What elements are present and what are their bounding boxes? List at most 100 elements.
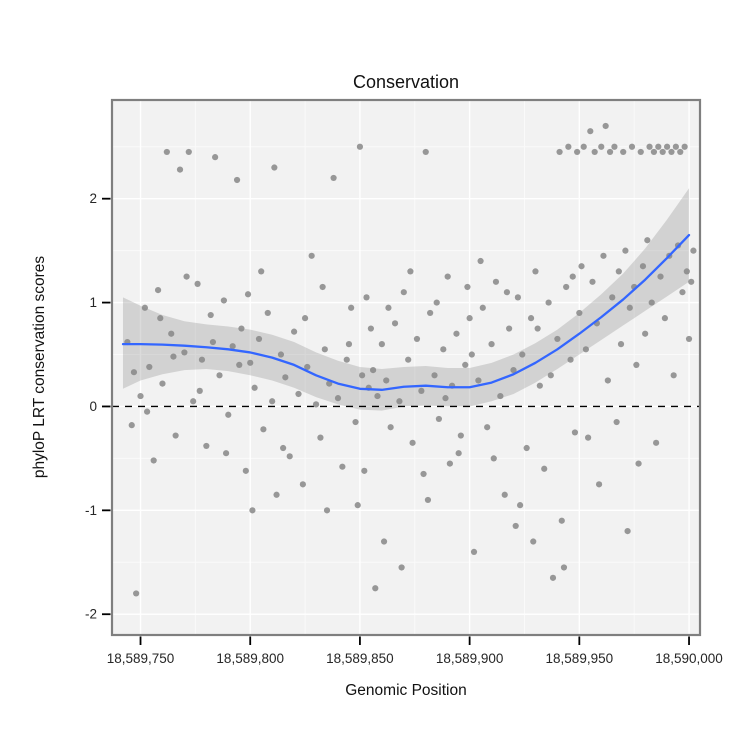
data-point [661, 315, 668, 322]
data-point [464, 283, 471, 291]
data-point [558, 517, 565, 524]
data-point [255, 335, 263, 343]
data-point [374, 392, 381, 400]
data-point [532, 268, 539, 275]
data-point [277, 351, 285, 358]
y-tick-label: 0 [89, 399, 97, 414]
data-point [330, 174, 337, 182]
data-point [181, 349, 188, 356]
data-point [244, 291, 252, 298]
data-point [613, 418, 620, 426]
data-point [506, 325, 513, 332]
data-point [247, 359, 254, 366]
data-point [222, 450, 230, 457]
data-point [413, 335, 421, 343]
data-point [492, 278, 500, 285]
data-point [563, 283, 570, 291]
data-point [444, 273, 451, 280]
data-point [530, 538, 537, 545]
data-point [446, 460, 453, 467]
data-point [648, 299, 655, 306]
data-point [622, 247, 629, 254]
data-point [503, 289, 511, 296]
x-tick-label: 18,590,000 [655, 651, 723, 666]
x-axis-ticks [139, 636, 690, 645]
data-point [378, 341, 385, 348]
data-point [433, 299, 440, 306]
data-point [545, 299, 552, 306]
data-point [681, 143, 688, 150]
data-point [383, 377, 390, 384]
data-point [396, 398, 403, 405]
data-point [409, 439, 416, 446]
data-point [212, 154, 219, 161]
data-point [431, 372, 438, 379]
data-point [317, 434, 324, 441]
data-point [547, 372, 554, 379]
data-point [659, 148, 666, 156]
data-point [617, 341, 625, 348]
data-point [363, 294, 370, 301]
data-point [258, 268, 265, 275]
data-point [455, 450, 462, 457]
data-point [260, 426, 267, 433]
x-tick-label: 18,589,800 [216, 651, 284, 666]
data-point [216, 372, 223, 379]
data-point [168, 330, 175, 337]
data-point [236, 361, 243, 369]
data-point [497, 392, 504, 400]
data-point [354, 502, 361, 509]
data-point [319, 283, 326, 291]
data-point [650, 148, 658, 156]
data-point [683, 268, 690, 275]
data-point [391, 320, 399, 327]
data-point [321, 346, 328, 353]
data-point [523, 444, 530, 452]
data-point [440, 346, 447, 353]
data-point [646, 143, 653, 150]
data-point [600, 252, 607, 259]
data-point [334, 395, 342, 402]
data-point [453, 330, 460, 337]
data-point [536, 382, 543, 389]
data-point [398, 564, 405, 571]
data-point [356, 143, 364, 150]
data-point [385, 304, 392, 311]
data-point [339, 463, 346, 470]
smooth-trend-line [121, 233, 691, 391]
data-point [194, 280, 201, 287]
data-point [633, 361, 640, 369]
x-tick-label: 18,589,950 [546, 651, 614, 666]
data-point [510, 366, 517, 374]
data-point [209, 338, 217, 346]
data-point [352, 418, 359, 426]
data-point [159, 380, 166, 387]
data-point [578, 263, 585, 270]
y-tick-label: 2 [89, 191, 97, 206]
data-point [571, 429, 579, 436]
data-point [345, 341, 353, 348]
data-point [343, 356, 350, 363]
data-point [628, 143, 636, 150]
data-point [418, 387, 425, 394]
data-point [282, 374, 289, 381]
data-point [615, 268, 622, 275]
data-point [677, 148, 684, 156]
data-point [225, 411, 232, 418]
data-point [273, 491, 280, 498]
data-point [484, 424, 491, 431]
data-point [359, 372, 366, 379]
data-point [626, 304, 633, 311]
data-point [203, 442, 210, 450]
data-point [190, 398, 197, 405]
data-point [582, 346, 590, 353]
data-point [519, 351, 526, 358]
data-point [668, 148, 675, 156]
data-point [146, 363, 153, 371]
data-point [348, 304, 355, 311]
data-point [141, 304, 149, 311]
data-point [534, 325, 541, 332]
data-point [591, 148, 598, 156]
data-point [475, 377, 482, 384]
